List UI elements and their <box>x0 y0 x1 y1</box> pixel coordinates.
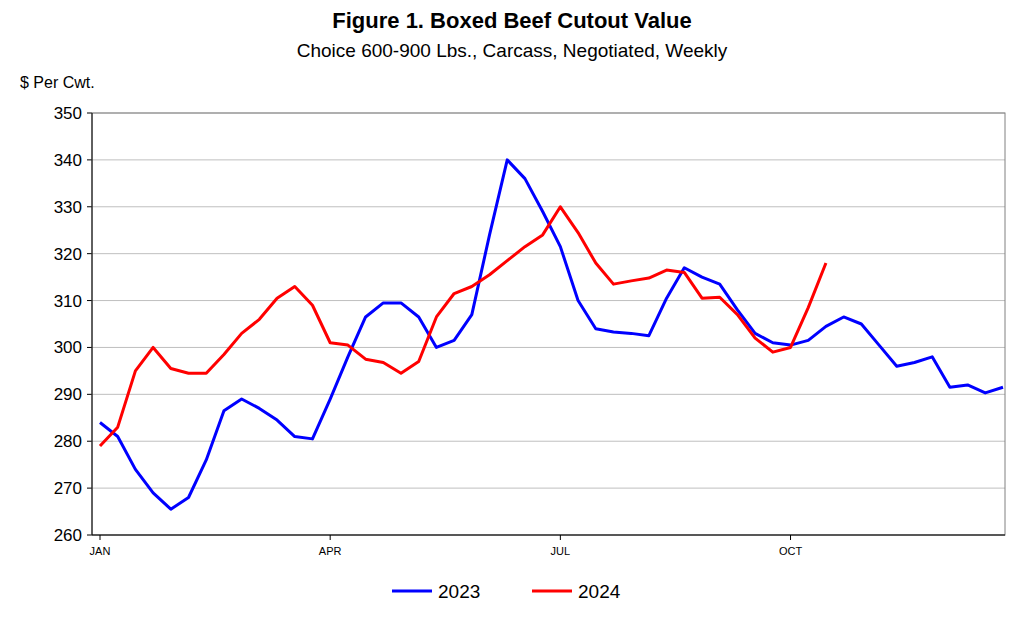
y-tick <box>87 347 92 348</box>
x-tick-label: JAN <box>90 545 111 557</box>
y-tick <box>87 394 92 395</box>
chart: Figure 1. Boxed Beef Cutout Value Choice … <box>0 0 1024 620</box>
y-tick-label: 270 <box>54 479 82 498</box>
grid-line <box>92 253 1005 254</box>
title: Figure 1. Boxed Beef Cutout Value <box>332 8 691 33</box>
y-tick-label: 350 <box>54 104 82 123</box>
x-axis <box>92 535 1005 536</box>
grid-line <box>92 441 1005 442</box>
grid-line <box>92 488 1005 489</box>
legend-swatch <box>392 590 432 593</box>
x-tick <box>790 535 791 540</box>
series-group <box>100 160 1003 509</box>
series-line <box>100 207 826 446</box>
x-tick <box>560 535 561 540</box>
y-tick <box>87 159 92 160</box>
y-tick <box>87 488 92 489</box>
y-tick <box>87 113 92 114</box>
legend-swatch <box>532 590 572 593</box>
grid-line <box>92 535 1005 536</box>
x-tick-label: JUL <box>551 545 571 557</box>
grid-line <box>92 159 1005 160</box>
y-tick <box>87 300 92 301</box>
x-tick-label: OCT <box>779 545 803 557</box>
y-tick-label: 340 <box>54 151 82 170</box>
subtitle: Choice 600-900 Lbs., Carcass, Negotiated… <box>297 40 728 61</box>
y-tick-label: 280 <box>54 432 82 451</box>
plot-frame <box>92 113 1005 535</box>
legend-label: 2024 <box>578 581 621 602</box>
y-tick-label: 300 <box>54 338 82 357</box>
y-axis-label: $ Per Cwt. <box>20 74 95 91</box>
y-tick <box>87 535 92 536</box>
grid-line <box>92 394 1005 395</box>
grid-line <box>92 300 1005 301</box>
series-line <box>100 160 1003 509</box>
y-tick-label: 330 <box>54 198 82 217</box>
x-tick <box>100 535 101 540</box>
y-tick-label: 310 <box>54 292 82 311</box>
legend-label: 2023 <box>438 581 480 602</box>
y-tick-label: 320 <box>54 245 82 264</box>
y-tick <box>87 253 92 254</box>
y-axis <box>92 113 93 535</box>
grid-line <box>92 206 1005 207</box>
y-tick-label: 260 <box>54 526 82 545</box>
x-tick <box>330 535 331 540</box>
y-tick <box>87 441 92 442</box>
y-tick <box>87 206 92 207</box>
x-tick-label: APR <box>319 545 342 557</box>
y-tick-label: 290 <box>54 385 82 404</box>
